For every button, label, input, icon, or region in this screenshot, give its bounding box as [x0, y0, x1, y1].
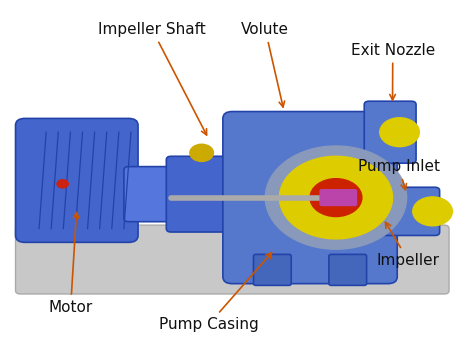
FancyBboxPatch shape [364, 101, 416, 163]
Text: Impeller Shaft: Impeller Shaft [98, 22, 207, 135]
Circle shape [57, 180, 68, 188]
Circle shape [413, 197, 452, 226]
FancyBboxPatch shape [223, 111, 397, 283]
FancyBboxPatch shape [166, 156, 237, 232]
FancyBboxPatch shape [329, 254, 366, 285]
Circle shape [265, 146, 407, 249]
Circle shape [279, 156, 392, 239]
FancyBboxPatch shape [374, 187, 439, 236]
FancyBboxPatch shape [16, 118, 138, 242]
FancyBboxPatch shape [124, 167, 176, 222]
FancyBboxPatch shape [319, 189, 357, 206]
Text: Motor: Motor [48, 213, 93, 315]
Text: Pump Casing: Pump Casing [159, 253, 272, 332]
Circle shape [310, 179, 362, 217]
Text: Pump Inlet: Pump Inlet [357, 159, 439, 190]
FancyBboxPatch shape [16, 225, 449, 294]
Text: Impeller: Impeller [377, 222, 439, 268]
Text: Exit Nozzle: Exit Nozzle [351, 43, 435, 100]
Text: Volute: Volute [241, 22, 289, 107]
Circle shape [380, 118, 419, 147]
FancyBboxPatch shape [254, 254, 291, 285]
Circle shape [190, 144, 213, 161]
